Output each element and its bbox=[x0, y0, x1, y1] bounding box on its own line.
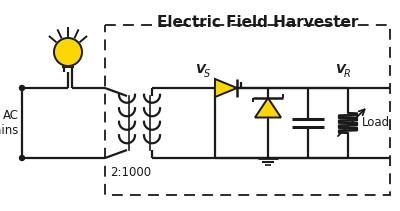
Bar bbox=[105, 25, 390, 195]
Text: AC
Mains: AC Mains bbox=[0, 109, 19, 137]
Circle shape bbox=[20, 156, 24, 161]
Text: S: S bbox=[204, 69, 210, 79]
Text: 2:1000: 2:1000 bbox=[110, 166, 151, 179]
Text: Electric Field Harvester: Electric Field Harvester bbox=[157, 15, 358, 30]
Text: V: V bbox=[335, 63, 345, 76]
Text: V: V bbox=[195, 63, 205, 76]
Polygon shape bbox=[215, 79, 237, 97]
Circle shape bbox=[54, 38, 82, 66]
Text: Load: Load bbox=[362, 116, 390, 130]
Text: R: R bbox=[344, 69, 351, 79]
Polygon shape bbox=[255, 98, 281, 118]
Circle shape bbox=[20, 85, 24, 91]
